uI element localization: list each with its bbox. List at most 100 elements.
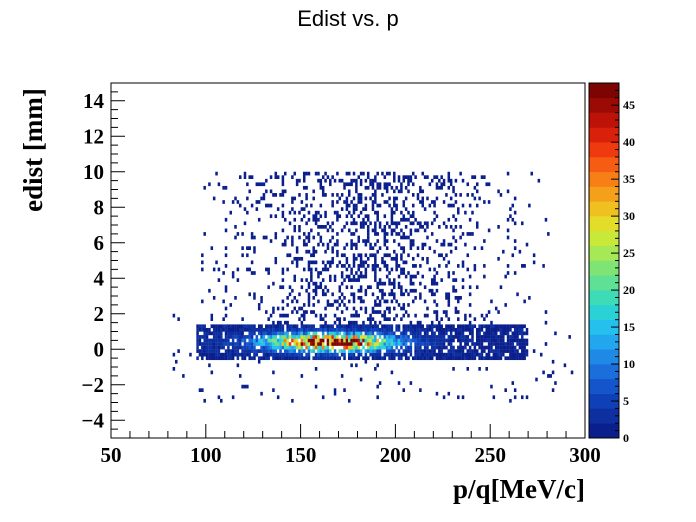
heatmap-cell	[506, 189, 510, 194]
heatmap-cell	[314, 281, 318, 286]
heatmap-cell	[506, 349, 510, 353]
heatmap-cell	[397, 281, 401, 286]
heatmap-cell	[243, 327, 247, 332]
heatmap-cell	[324, 349, 327, 353]
heatmap-cell	[409, 239, 413, 243]
heatmap-cell	[449, 203, 453, 208]
heatmap-cell	[312, 335, 315, 339]
heatmap-cell	[348, 327, 351, 332]
heatmap-cell	[352, 171, 356, 176]
heatmap-cell	[319, 214, 323, 219]
heatmap-cell	[210, 331, 214, 336]
heatmap-cell	[314, 331, 318, 336]
colorbar-swatch	[589, 142, 619, 158]
heatmap-cell	[390, 345, 394, 350]
heatmap-cell	[238, 203, 242, 208]
heatmap-cell	[438, 352, 441, 357]
heatmap-cell	[274, 349, 278, 353]
heatmap-cell	[421, 200, 424, 204]
heatmap-cell	[234, 324, 237, 329]
heatmap-cell	[383, 335, 387, 339]
heatmap-cell	[215, 349, 218, 353]
heatmap-cell	[215, 327, 218, 332]
heatmap-cell	[376, 264, 379, 268]
heatmap-cell	[521, 349, 524, 353]
heatmap-cell	[381, 331, 384, 336]
heatmap-cell	[357, 267, 360, 272]
heatmap-cell	[483, 175, 486, 179]
heatmap-cell	[333, 342, 337, 346]
heatmap-cell	[343, 182, 346, 187]
heatmap-cell	[440, 317, 443, 321]
heatmap-cell	[276, 207, 280, 211]
heatmap-cell	[494, 342, 498, 346]
heatmap-cell	[293, 324, 297, 329]
heatmap-cell	[201, 388, 204, 392]
heatmap-cell	[407, 335, 410, 339]
heatmap-cell	[305, 171, 308, 176]
heatmap-cell	[466, 342, 470, 346]
heatmap-cell	[220, 324, 223, 329]
heatmap-cell	[471, 327, 474, 332]
heatmap-cell	[326, 342, 330, 346]
heatmap-cell	[442, 342, 446, 346]
heatmap-cell	[435, 303, 439, 307]
heatmap-cell	[516, 356, 519, 361]
heatmap-cell	[357, 196, 360, 201]
heatmap-cell	[326, 303, 330, 307]
heatmap-cell	[397, 285, 401, 290]
heatmap-cell	[478, 327, 481, 332]
heatmap-cell	[267, 203, 270, 208]
heatmap-cell	[321, 349, 325, 353]
heatmap-cell	[307, 235, 311, 240]
heatmap-cell	[340, 299, 344, 304]
heatmap-cell	[312, 303, 315, 307]
heatmap-cell	[428, 342, 432, 346]
heatmap-cell	[314, 292, 318, 297]
heatmap-cell	[220, 352, 223, 357]
heatmap-cell	[381, 296, 384, 300]
heatmap-cell	[262, 335, 266, 339]
heatmap-cell	[402, 327, 406, 332]
heatmap-cell	[393, 335, 396, 339]
heatmap-cell	[404, 335, 408, 339]
heatmap-cell	[421, 196, 424, 201]
heatmap-cell	[402, 271, 406, 275]
heatmap-cell	[494, 352, 498, 357]
heatmap-cell	[291, 327, 294, 332]
heatmap-cell	[464, 210, 467, 215]
heatmap-cell	[220, 398, 223, 403]
heatmap-cell	[359, 377, 363, 382]
heatmap-cell	[525, 395, 529, 400]
heatmap-cell	[286, 296, 289, 300]
heatmap-cell	[409, 278, 413, 282]
x-tick-label: 50	[101, 443, 122, 467]
heatmap-cell	[502, 352, 505, 357]
heatmap-cell	[366, 235, 370, 240]
heatmap-cell	[452, 345, 455, 350]
heatmap-cell	[494, 327, 498, 332]
heatmap-cell	[516, 331, 519, 336]
heatmap-cell	[433, 200, 436, 204]
heatmap-cell	[298, 335, 301, 339]
heatmap-cell	[314, 335, 318, 339]
heatmap-cell	[388, 171, 391, 176]
heatmap-cell	[231, 342, 235, 346]
heatmap-cell	[314, 249, 318, 254]
heatmap-cells	[172, 171, 574, 403]
heatmap-cell	[461, 178, 465, 183]
heatmap-cell	[440, 324, 443, 329]
heatmap-cell	[402, 331, 406, 336]
heatmap-cell	[521, 345, 524, 350]
heatmap-cell	[269, 324, 273, 329]
heatmap-cell	[409, 342, 413, 346]
heatmap-cell	[267, 327, 270, 332]
heatmap-cell	[404, 324, 408, 329]
heatmap-cell	[231, 395, 235, 400]
heatmap-cell	[518, 324, 522, 329]
heatmap-cell	[378, 185, 382, 190]
heatmap-cell	[459, 356, 462, 361]
heatmap-cell	[260, 182, 263, 187]
heatmap-cell	[300, 285, 304, 290]
heatmap-cell	[298, 178, 301, 183]
